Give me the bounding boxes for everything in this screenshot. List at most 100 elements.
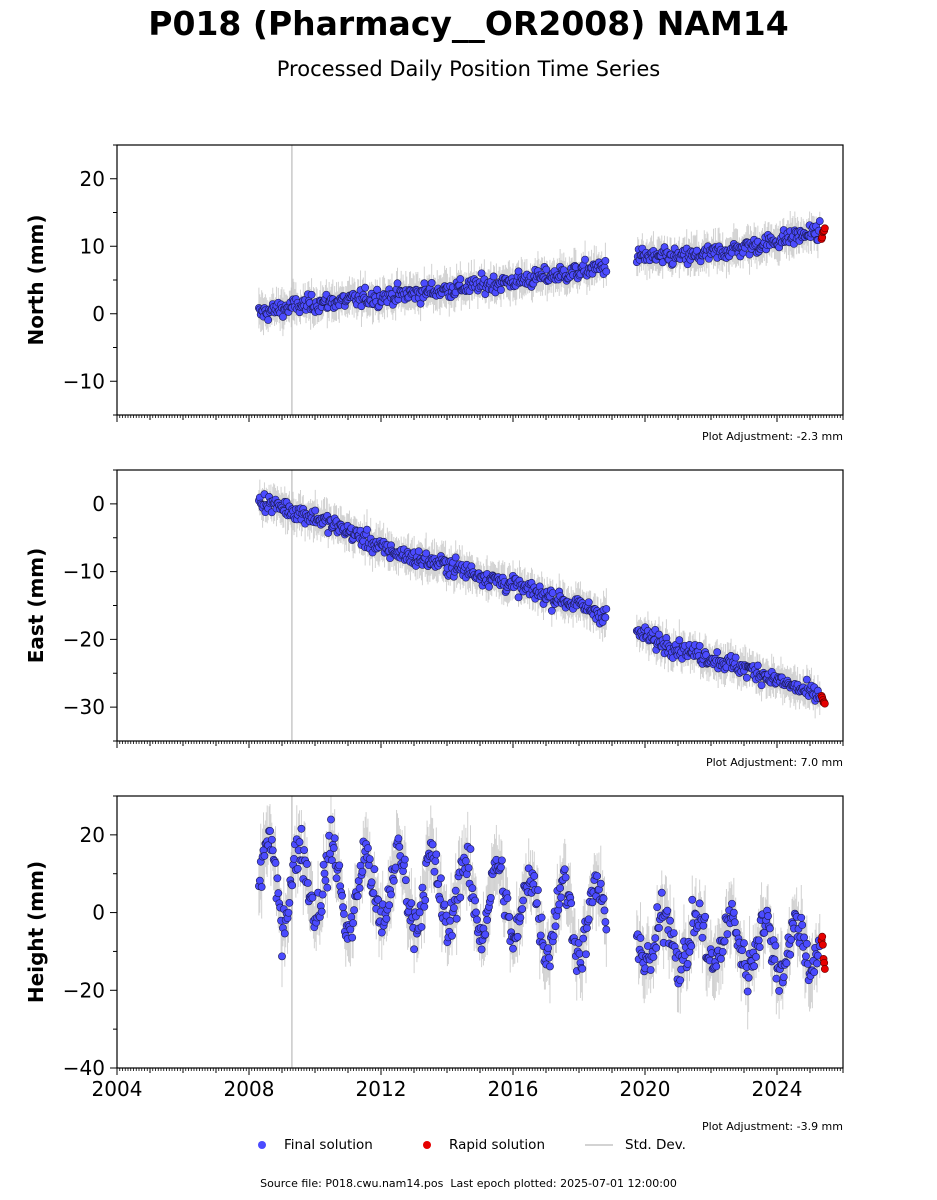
final-point bbox=[770, 955, 779, 964]
legend-item-final: Final solution bbox=[258, 1137, 373, 1153]
final-point bbox=[353, 892, 362, 901]
final-point bbox=[318, 890, 327, 899]
final-point bbox=[339, 903, 347, 912]
y-tick-label: 0 bbox=[92, 901, 105, 925]
final-point bbox=[485, 582, 493, 591]
final-point bbox=[601, 256, 610, 265]
final-point bbox=[676, 976, 685, 985]
final-point bbox=[327, 815, 335, 824]
final-point bbox=[764, 912, 772, 920]
plot-adjustment-note: Plot Adjustment: 7.0 mm bbox=[706, 756, 843, 769]
final-point bbox=[410, 945, 419, 954]
final-point bbox=[579, 934, 588, 943]
final-point bbox=[367, 878, 376, 887]
final-point bbox=[400, 855, 409, 864]
final-point bbox=[417, 923, 426, 931]
chart-subtitle: Processed Daily Position Time Series bbox=[276, 57, 661, 81]
final-point bbox=[430, 867, 439, 876]
final-point bbox=[278, 952, 286, 961]
final-point bbox=[293, 864, 302, 873]
final-point bbox=[675, 636, 684, 645]
final-point bbox=[717, 954, 725, 963]
final-point bbox=[567, 899, 576, 908]
final-point bbox=[300, 846, 309, 854]
final-point bbox=[332, 874, 341, 883]
final-point bbox=[663, 906, 672, 915]
final-point bbox=[481, 930, 490, 939]
final-point bbox=[509, 944, 517, 953]
final-point bbox=[364, 844, 372, 853]
final-point bbox=[349, 919, 358, 928]
legend-final-label: Final solution bbox=[284, 1137, 373, 1153]
final-point bbox=[582, 950, 590, 959]
final-point bbox=[267, 835, 276, 844]
final-point bbox=[451, 553, 460, 562]
final-point bbox=[436, 895, 444, 904]
source-footer-text: Source file: P018.cwu.nam14.pos Last epo… bbox=[260, 1177, 677, 1190]
final-solution-points bbox=[254, 490, 824, 705]
y-tick-label: 10 bbox=[80, 234, 105, 258]
final-point bbox=[646, 966, 655, 974]
final-point bbox=[813, 959, 821, 968]
final-point bbox=[311, 506, 320, 515]
final-point bbox=[593, 872, 601, 880]
final-point bbox=[288, 881, 297, 890]
final-solution-marker bbox=[258, 1141, 266, 1149]
final-point bbox=[456, 275, 465, 283]
y-tick-label: −20 bbox=[63, 978, 105, 1002]
final-point bbox=[549, 932, 558, 941]
final-point bbox=[303, 879, 312, 887]
x-tick-label: 2020 bbox=[620, 1077, 671, 1101]
final-point bbox=[461, 857, 470, 865]
final-point bbox=[448, 931, 456, 940]
final-point bbox=[330, 834, 339, 843]
final-point bbox=[695, 642, 704, 650]
final-point bbox=[393, 279, 402, 288]
final-point bbox=[797, 913, 806, 922]
final-point bbox=[772, 974, 781, 983]
final-point bbox=[754, 936, 763, 945]
final-point bbox=[477, 945, 486, 954]
final-point bbox=[407, 899, 416, 908]
rapid-solution-points bbox=[817, 691, 829, 708]
final-point bbox=[786, 950, 795, 959]
final-point bbox=[516, 913, 525, 922]
y-axis-label: Height (mm) bbox=[24, 861, 48, 1003]
final-point bbox=[695, 899, 704, 908]
final-point bbox=[321, 876, 330, 885]
final-point bbox=[382, 914, 391, 923]
final-point bbox=[698, 933, 707, 942]
final-point bbox=[757, 681, 766, 690]
final-point bbox=[440, 900, 449, 909]
final-point bbox=[260, 852, 269, 860]
final-point bbox=[350, 906, 358, 915]
final-point bbox=[428, 840, 437, 849]
y-axis-label: East (mm) bbox=[24, 548, 48, 664]
final-point bbox=[389, 876, 398, 885]
final-point bbox=[713, 648, 722, 657]
final-point bbox=[581, 255, 589, 264]
final-point bbox=[584, 598, 593, 607]
legend-item-stddev: Std. Dev. bbox=[585, 1137, 686, 1153]
rapid-solution-points bbox=[817, 932, 829, 973]
final-point bbox=[729, 908, 738, 917]
final-point bbox=[374, 895, 382, 904]
final-point bbox=[798, 921, 807, 929]
final-point bbox=[370, 865, 379, 874]
final-point bbox=[547, 606, 556, 615]
final-point bbox=[779, 973, 788, 981]
y-tick-label: −30 bbox=[63, 695, 105, 719]
final-point bbox=[742, 673, 751, 682]
final-point bbox=[730, 918, 739, 927]
y-tick-label: 0 bbox=[92, 302, 105, 326]
final-point bbox=[348, 933, 357, 942]
source-footer: Source file: P018.cwu.nam14.pos Last epo… bbox=[0, 1177, 937, 1190]
final-point bbox=[421, 896, 430, 905]
final-point bbox=[602, 605, 611, 613]
final-point bbox=[290, 854, 298, 863]
final-point bbox=[346, 925, 355, 934]
chart-title: P018 (Pharmacy__OR2008) NAM14 bbox=[148, 4, 789, 43]
final-point bbox=[486, 893, 495, 902]
final-point bbox=[452, 914, 461, 923]
rapid-point bbox=[820, 699, 829, 708]
